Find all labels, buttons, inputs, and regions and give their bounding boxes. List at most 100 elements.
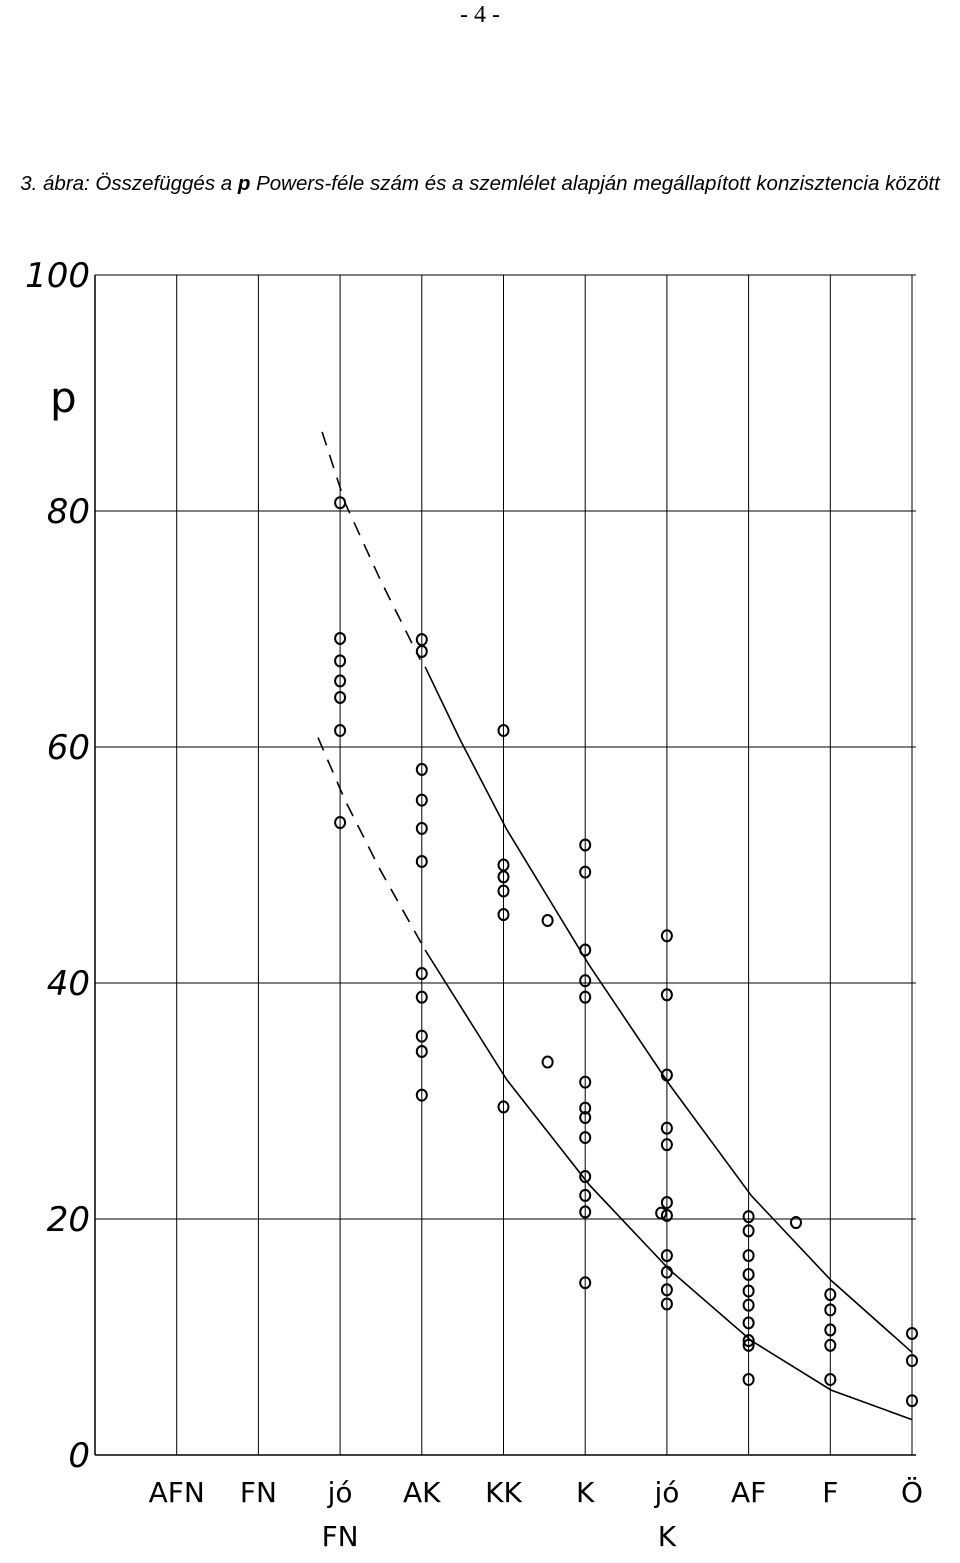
x-tick-label-line: F bbox=[822, 1476, 838, 1509]
point bbox=[579, 1111, 592, 1125]
x-tick-label: Ö bbox=[901, 1475, 923, 1509]
point bbox=[334, 496, 347, 510]
point bbox=[334, 723, 347, 737]
caption-bold: p bbox=[237, 172, 251, 195]
y-tick-label: 80 bbox=[47, 492, 90, 532]
point bbox=[579, 1276, 592, 1290]
point bbox=[660, 1249, 673, 1263]
x-tick-label-line: AFN bbox=[149, 1476, 205, 1509]
curve bbox=[321, 431, 421, 661]
y-tick-label: 0 bbox=[68, 1436, 90, 1476]
x-tick-label-line: AF bbox=[731, 1476, 766, 1509]
point bbox=[497, 870, 510, 884]
curve bbox=[424, 949, 913, 1421]
x-tick-label: AK bbox=[403, 1476, 441, 1509]
y-tick-label: 20 bbox=[47, 1200, 90, 1240]
x-tick-label: F bbox=[822, 1476, 838, 1509]
x-tick-label: AF bbox=[731, 1476, 766, 1509]
point bbox=[660, 1297, 673, 1311]
point bbox=[415, 762, 428, 776]
point bbox=[415, 1029, 428, 1043]
point bbox=[906, 1394, 918, 1408]
point bbox=[579, 838, 592, 852]
point bbox=[415, 821, 428, 835]
point bbox=[742, 1298, 755, 1312]
point bbox=[579, 1188, 592, 1202]
point bbox=[415, 990, 428, 1004]
x-tick-label: jó K bbox=[653, 1476, 679, 1553]
point bbox=[415, 854, 428, 868]
point bbox=[660, 929, 673, 943]
point bbox=[742, 1224, 755, 1238]
caption: 3. ábra: Összefüggés a p Powers-féle szá… bbox=[0, 170, 960, 197]
point bbox=[906, 1354, 918, 1368]
x-tick-label-line: K bbox=[658, 1520, 677, 1553]
point bbox=[497, 884, 510, 898]
x-tick-label-line: FN bbox=[322, 1520, 359, 1553]
caption-text: 3. ábra: Összefüggés a bbox=[20, 172, 238, 195]
point bbox=[742, 1284, 755, 1298]
point bbox=[334, 674, 347, 688]
point bbox=[415, 644, 428, 658]
point bbox=[660, 1195, 673, 1209]
point bbox=[579, 865, 592, 879]
x-tick-label-line: KK bbox=[485, 1476, 522, 1509]
point bbox=[541, 913, 554, 927]
x-tick-label-line: jó bbox=[327, 1476, 353, 1509]
point bbox=[579, 943, 592, 957]
point bbox=[660, 1265, 673, 1279]
point bbox=[660, 988, 673, 1002]
point bbox=[541, 1055, 554, 1069]
x-tick-label: K bbox=[576, 1476, 595, 1509]
point bbox=[789, 1216, 802, 1230]
point bbox=[742, 1210, 755, 1224]
y-tick-label: 100 bbox=[25, 256, 90, 296]
point bbox=[660, 1068, 673, 1082]
point bbox=[334, 631, 347, 645]
point bbox=[579, 1205, 592, 1219]
y-tick-label: 40 bbox=[47, 964, 90, 1004]
x-tick-label-line: jó bbox=[653, 1476, 679, 1509]
x-tick-label: KK bbox=[485, 1476, 522, 1509]
point bbox=[742, 1372, 755, 1386]
point bbox=[334, 816, 347, 830]
point bbox=[824, 1303, 837, 1317]
point bbox=[824, 1288, 837, 1302]
point bbox=[660, 1138, 673, 1152]
curve bbox=[424, 666, 913, 1353]
x-tick-label: FN bbox=[240, 1476, 277, 1509]
x-tick-label-line: AK bbox=[403, 1476, 441, 1509]
point bbox=[824, 1338, 837, 1352]
y-tick-label: 60 bbox=[47, 728, 90, 768]
point bbox=[415, 1088, 428, 1102]
x-tick-label: jó FN bbox=[322, 1476, 359, 1553]
point bbox=[579, 1131, 592, 1145]
point bbox=[742, 1316, 755, 1330]
caption-text: Powers-féle szám és a szemlélet alapján … bbox=[250, 172, 940, 195]
point bbox=[660, 1208, 673, 1222]
point bbox=[415, 1044, 428, 1058]
x-tick-label-line: K bbox=[576, 1476, 595, 1509]
point bbox=[824, 1323, 837, 1337]
point bbox=[742, 1267, 755, 1281]
point bbox=[579, 974, 592, 988]
point bbox=[334, 654, 347, 668]
point bbox=[497, 908, 510, 922]
point bbox=[579, 1170, 592, 1184]
point bbox=[497, 723, 510, 737]
x-tick-label-line: FN bbox=[240, 1476, 277, 1509]
point bbox=[579, 1101, 592, 1115]
point bbox=[742, 1338, 755, 1352]
x-tick-label: AFN bbox=[149, 1476, 205, 1509]
point bbox=[824, 1372, 837, 1386]
x-tick-label-line: Ö bbox=[901, 1475, 923, 1509]
point bbox=[660, 1121, 673, 1135]
point bbox=[660, 1283, 673, 1297]
point bbox=[334, 690, 347, 704]
point bbox=[579, 990, 592, 1004]
point bbox=[497, 1100, 510, 1114]
page-number: - 4 - bbox=[460, 2, 500, 28]
point bbox=[415, 967, 428, 981]
point bbox=[415, 793, 428, 807]
